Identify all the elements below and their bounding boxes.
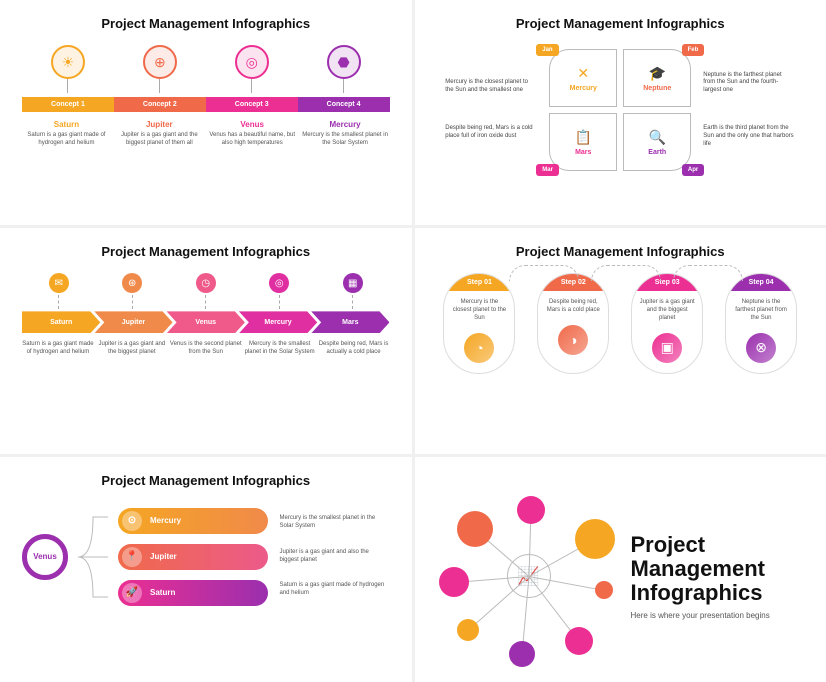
branch-desc: Mercury is the smallest planet in the So…: [280, 515, 390, 531]
quadrant-side-text: Despite being red, Mars is a cold place …: [445, 125, 537, 141]
panel-arrows: Project Management Infographics ✉ ⊛ ◷ ◎ ▦ Sa…: [0, 228, 412, 453]
concept-bar-seg: Concept 4: [298, 97, 390, 112]
cluster-node: [565, 627, 593, 655]
panel-branches: Project Management Infographics Venus ⊙M…: [0, 457, 412, 682]
arrow-chevron: Saturn: [22, 311, 100, 333]
cluster-node: [575, 519, 615, 559]
arrow-chevron: Venus: [167, 311, 245, 333]
branch-root: Venus: [22, 534, 68, 580]
arrow-descriptions: Saturn is a gas giant made of hydrogen a…: [22, 341, 390, 357]
month-tag: Jan: [536, 44, 558, 56]
branch-connectors: [78, 502, 108, 612]
quadrant-side-text: Mercury is the closest planet to the Sun…: [445, 79, 537, 95]
arrow-icon: ◷: [196, 273, 216, 293]
panel2-title: Project Management Infographics: [437, 16, 805, 31]
arrow-chevron: Jupiter: [94, 311, 172, 333]
arrow-chevron: Mercury: [239, 311, 317, 333]
arrow-chevron: Mars: [311, 311, 389, 333]
arrow-chevrons: SaturnJupiterVenusMercuryMars: [22, 311, 390, 333]
concept-bar: Concept 1Concept 2Concept 3Concept 4: [22, 97, 390, 112]
panel3-title: Project Management Infographics: [22, 244, 390, 259]
title-text-block: Project Management Infographics Here is …: [631, 533, 770, 620]
title-line-1: Project: [631, 533, 770, 557]
concept-bar-seg: Concept 3: [206, 97, 298, 112]
quadrant-right-text: Neptune is the farthest planet from the …: [703, 72, 795, 149]
concept-circle: ◎: [235, 45, 269, 93]
cluster-node: [517, 496, 545, 524]
branch-pill: 📍Jupiter: [118, 544, 268, 570]
concept-circles-row: ☀ ⊕ ◎ ⬣: [22, 45, 390, 93]
month-tag: Mar: [536, 164, 559, 176]
panel-quadrant: Project Management Infographics Mercury …: [415, 0, 826, 225]
concept-card: Mercury Mercury is the smallest planet i…: [301, 120, 390, 148]
panel5-title: Project Management Infographics: [22, 473, 390, 488]
panel-concepts: Project Management Infographics ☀ ⊕ ◎ ⬣ …: [0, 0, 412, 225]
month-tag: Feb: [682, 44, 705, 56]
arrow-icons: ✉ ⊛ ◷ ◎ ▦: [22, 273, 390, 293]
quadrant-left-text: Mercury is the closest planet to the Sun…: [445, 79, 537, 140]
concept-card: Jupiter Jupiter is a gas giant and the b…: [115, 120, 204, 148]
cluster-node: [595, 581, 613, 599]
panel4-title: Project Management Infographics: [437, 244, 805, 259]
title-line-3: Infographics: [631, 581, 770, 605]
branch-descriptions: Mercury is the smallest planet in the So…: [280, 515, 390, 598]
quadrant-side-text: Neptune is the farthest planet from the …: [703, 72, 795, 95]
branch-desc: Jupiter is a gas giant and also the bigg…: [280, 549, 390, 565]
step-card: Step 01 Mercury is the closest planet to…: [443, 273, 515, 373]
quadrant-cell: 🎓 Neptune Feb: [623, 49, 691, 107]
cluster-node: [439, 567, 469, 597]
arrow-dotted-lines: [22, 295, 390, 309]
month-tag: Apr: [682, 164, 704, 176]
step-card: Step 03 Jupiter is a gas giant and the b…: [631, 273, 703, 373]
concept-cards: Saturn Saturn is a gas giant made of hyd…: [22, 120, 390, 148]
arrow-desc: Despite being red, Mars is actually a co…: [318, 341, 390, 357]
concept-bar-seg: Concept 2: [114, 97, 206, 112]
arrow-icon: ▦: [343, 273, 363, 293]
panel1-title: Project Management Infographics: [22, 16, 390, 31]
branch-pills: ⊙Mercury 📍Jupiter 🚀Saturn: [118, 508, 270, 606]
node-cluster: 📈: [437, 491, 617, 661]
arrow-desc: Jupiter is a gas giant and the biggest p…: [96, 341, 168, 357]
subtitle: Here is where your presentation begins: [631, 611, 770, 620]
branch-desc: Saturn is a gas giant made of hydrogen a…: [280, 582, 390, 598]
branch-pill: ⊙Mercury: [118, 508, 268, 534]
concept-card: Venus Venus has a beautiful name, but al…: [208, 120, 297, 148]
arrow-icon: ⊛: [122, 273, 142, 293]
arrow-desc: Saturn is a gas giant made of hydrogen a…: [22, 341, 94, 357]
step-card: Step 04 Neptune is the farthest planet f…: [725, 273, 797, 373]
title-line-2: Management: [631, 557, 770, 581]
concept-circle: ⬣: [327, 45, 361, 93]
arrow-icon: ◎: [269, 273, 289, 293]
concept-card: Saturn Saturn is a gas giant made of hyd…: [22, 120, 111, 148]
arrow-desc: Venus is the second planet from the Sun: [170, 341, 242, 357]
concept-circle: ⊕: [143, 45, 177, 93]
step-cards-row: Step 01 Mercury is the closest planet to…: [437, 273, 805, 373]
concept-bar-seg: Concept 1: [22, 97, 114, 112]
quadrant-cell: ✕ Mercury Jan: [549, 49, 617, 107]
quadrant-grid: ✕ Mercury Jan 🎓 Neptune Feb 📋 Mars Mar 🔍…: [545, 45, 695, 175]
concept-circle: ☀: [51, 45, 85, 93]
branch-pill: 🚀Saturn: [118, 580, 268, 606]
arrow-icon: ✉: [49, 273, 69, 293]
cluster-node: [509, 641, 535, 667]
panel-steps: Project Management Infographics Step 01 …: [415, 228, 826, 453]
quadrant-side-text: Earth is the third planet from the Sun a…: [703, 125, 795, 148]
step-card: Step 02 Despite being red, Mars is a col…: [537, 273, 609, 373]
quadrant-cell: 🔍 Earth Apr: [623, 113, 691, 171]
cluster-node: [457, 511, 493, 547]
quadrant-cell: 📋 Mars Mar: [549, 113, 617, 171]
panel-title-slide: 📈 Project Management Infographics Here i…: [415, 457, 826, 682]
cluster-node: [457, 619, 479, 641]
arrow-desc: Mercury is the smallest planet in the So…: [244, 341, 316, 357]
